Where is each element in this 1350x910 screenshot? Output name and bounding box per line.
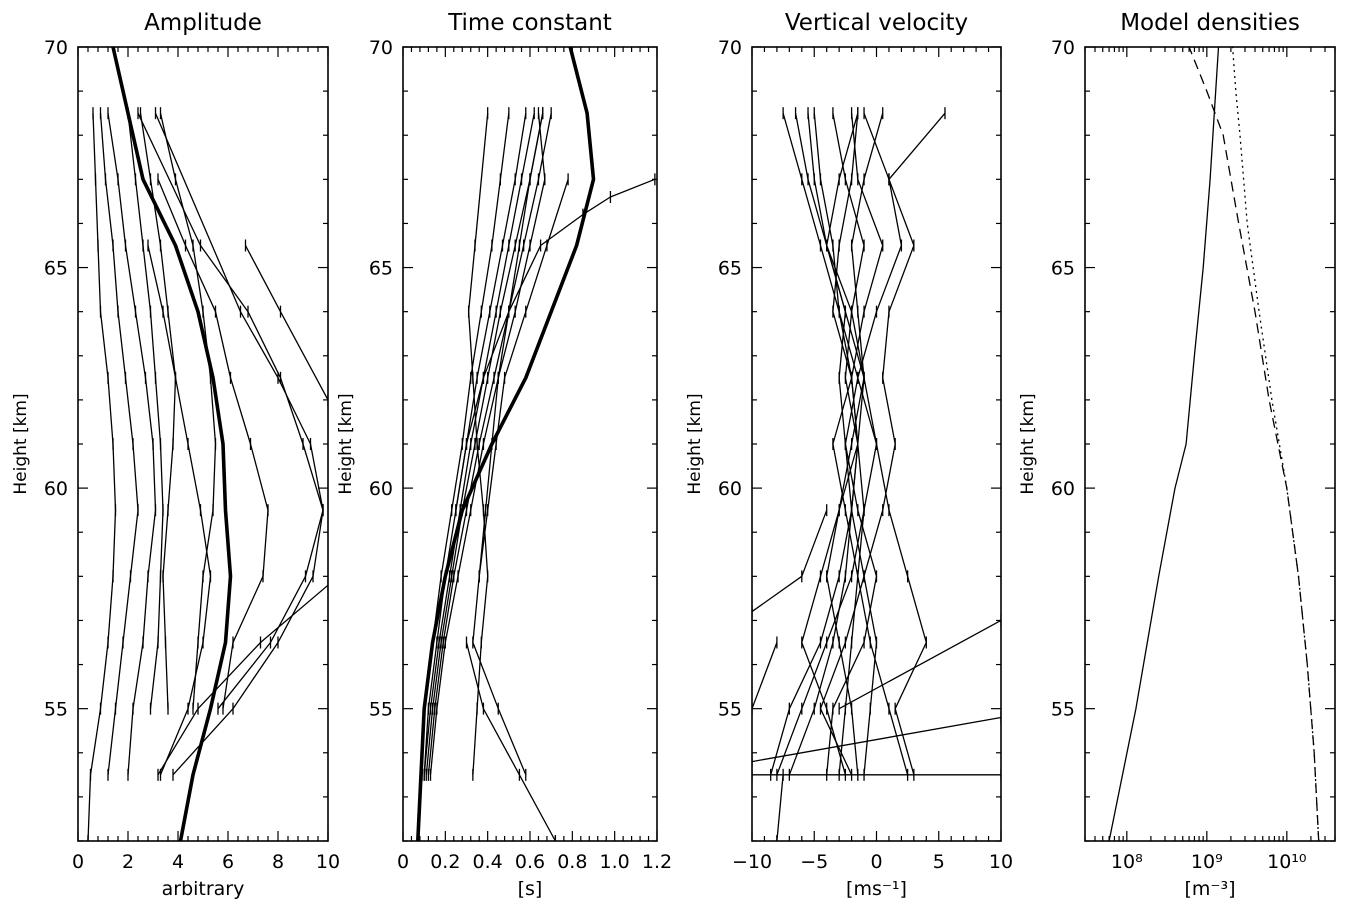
time-constant-y-axis-label: Height [km] bbox=[336, 393, 356, 494]
vertical-velocity-profile-line bbox=[832, 113, 909, 775]
amplitude-y-tick-label: 60 bbox=[44, 478, 68, 500]
amplitude-profile-line bbox=[154, 112, 324, 776]
model-densities-dotted-line bbox=[1231, 47, 1320, 841]
model-densities-y-tick-label: 55 bbox=[1051, 699, 1075, 721]
model-densities-dashed-line bbox=[1188, 47, 1320, 841]
vertical-velocity-x-axis-label: [ms⁻¹] bbox=[846, 878, 907, 900]
model-densities-x-axis-label: [m⁻³] bbox=[1185, 878, 1236, 900]
amplitude-x-tick-label: 0 bbox=[72, 851, 84, 873]
time-constant-data bbox=[416, 47, 656, 841]
time-constant-axes-frame bbox=[402, 46, 658, 842]
time-constant-profile-line bbox=[427, 113, 552, 775]
vertical-velocity-profile-line bbox=[752, 642, 778, 709]
time-constant-profile-line bbox=[472, 179, 569, 776]
amplitude-profile-line bbox=[159, 113, 217, 709]
time-constant-panel: Time constant Height [km] [s] 55 60 65 70 0 0.2 0… bbox=[336, 10, 672, 900]
amplitude-x-tick-label: 2 bbox=[122, 851, 134, 873]
vertical-velocity-profile-line bbox=[776, 774, 784, 841]
amplitude-y-tick-label: 55 bbox=[44, 699, 68, 721]
time-constant-profile-line bbox=[467, 113, 489, 775]
model-densities-title: Model densities bbox=[1120, 10, 1300, 36]
vertical-velocity-profile-line bbox=[807, 113, 927, 775]
time-constant-y-tick-label: 70 bbox=[369, 37, 393, 59]
time-constant-profile-line bbox=[465, 642, 556, 841]
time-constant-profile-line bbox=[429, 113, 546, 775]
amplitude-x-tick-label: 4 bbox=[172, 851, 184, 873]
amplitude-y-tick-label: 70 bbox=[44, 37, 68, 59]
vertical-velocity-y-axis-label: Height [km] bbox=[685, 393, 705, 494]
amplitude-profile-line bbox=[139, 113, 177, 709]
vertical-velocity-panel: Vertical velocity Height [km] [ms⁻¹] 55 60 65… bbox=[685, 10, 1013, 900]
vertical-velocity-profile-line bbox=[788, 113, 859, 776]
model-densities-axes-frame bbox=[1084, 46, 1336, 842]
model-densities-x-tick-label: 10⁸ bbox=[1111, 851, 1143, 873]
model-densities-y-tick-label: 70 bbox=[1051, 37, 1075, 59]
amplitude-profile-line bbox=[157, 584, 328, 776]
time-constant-x-tick-label: 1.0 bbox=[600, 851, 630, 873]
amplitude-title: Amplitude bbox=[144, 10, 262, 36]
amplitude-profile-line bbox=[127, 113, 164, 709]
time-constant-profile-line bbox=[478, 113, 544, 577]
time-constant-x-tick-label: 0.4 bbox=[473, 851, 503, 873]
amplitude-y-tick-label: 65 bbox=[44, 258, 68, 280]
time-constant-y-tick-label: 65 bbox=[369, 258, 393, 280]
vertical-velocity-title: Vertical velocity bbox=[785, 10, 968, 36]
vertical-velocity-profile-line bbox=[838, 619, 1001, 710]
amplitude-profile-line bbox=[107, 113, 157, 775]
amplitude-profile-line bbox=[157, 179, 269, 709]
model-densities-y-axis-label: Height [km] bbox=[1018, 393, 1038, 494]
vertical-velocity-x-tick-label: 5 bbox=[933, 851, 945, 873]
model-densities-x-tick-label: 10¹⁰ bbox=[1267, 851, 1306, 873]
amplitude-y-axis-label: Height [km] bbox=[11, 393, 31, 494]
amplitude-profile-line bbox=[87, 113, 117, 841]
vertical-velocity-y-tick-label: 65 bbox=[718, 258, 742, 280]
amplitude-x-axis-label: arbitrary bbox=[162, 878, 245, 900]
time-constant-y-tick-label: 60 bbox=[369, 478, 393, 500]
amplitude-x-tick-label: 8 bbox=[272, 851, 284, 873]
amplitude-profile-line bbox=[244, 245, 328, 401]
model-densities-x-tick-label: 10⁹ bbox=[1191, 851, 1223, 873]
vertical-velocity-y-tick-label: 55 bbox=[718, 699, 742, 721]
vertical-velocity-y-tick-label: 60 bbox=[718, 478, 742, 500]
time-constant-title: Time constant bbox=[447, 10, 612, 36]
amplitude-panel: Amplitude Height [km] arbitrary 55 60 65 70 0 2 4… bbox=[11, 10, 340, 900]
amplitude-profile-line bbox=[137, 112, 324, 710]
vertical-velocity-profile-line bbox=[826, 112, 903, 775]
model-densities-panel: Model densities Height [km] [m⁻³] 55 60 65 70 1… bbox=[1018, 10, 1336, 900]
vertical-velocity-x-tick-label: 0 bbox=[870, 851, 882, 873]
time-constant-x-tick-label: 0.6 bbox=[515, 851, 545, 873]
time-constant-x-tick-label: 0.2 bbox=[430, 851, 460, 873]
vertical-velocity-x-tick-label: −10 bbox=[732, 851, 772, 873]
model-densities-solid-line bbox=[1108, 47, 1220, 841]
time-constant-x-tick-label: 0.8 bbox=[557, 851, 587, 873]
time-constant-profile-line bbox=[455, 178, 656, 511]
time-constant-y-tick-label: 55 bbox=[369, 699, 393, 721]
vertical-velocity-y-tick-label: 70 bbox=[718, 37, 742, 59]
vertical-velocity-data bbox=[752, 107, 1001, 841]
time-constant-mean-profile-line bbox=[416, 47, 596, 841]
model-densities-y-tick-label: 65 bbox=[1051, 258, 1075, 280]
amplitude-x-tick-label: 10 bbox=[316, 851, 340, 873]
vertical-velocity-profile-line bbox=[752, 716, 1001, 763]
time-constant-x-tick-label: 0 bbox=[397, 851, 409, 873]
vertical-velocity-x-tick-label: −5 bbox=[800, 851, 828, 873]
time-constant-x-axis-label: [s] bbox=[518, 878, 543, 900]
amplitude-data bbox=[87, 47, 328, 841]
vertical-velocity-profile-line bbox=[819, 112, 946, 776]
time-constant-x-tick-label: 1.2 bbox=[642, 851, 672, 873]
amplitude-mean-profile-line bbox=[111, 47, 233, 841]
amplitude-x-tick-label: 6 bbox=[222, 851, 234, 873]
vertical-velocity-x-tick-label: 10 bbox=[989, 851, 1013, 873]
model-densities-data bbox=[1108, 47, 1320, 841]
model-densities-y-tick-label: 60 bbox=[1051, 478, 1075, 500]
